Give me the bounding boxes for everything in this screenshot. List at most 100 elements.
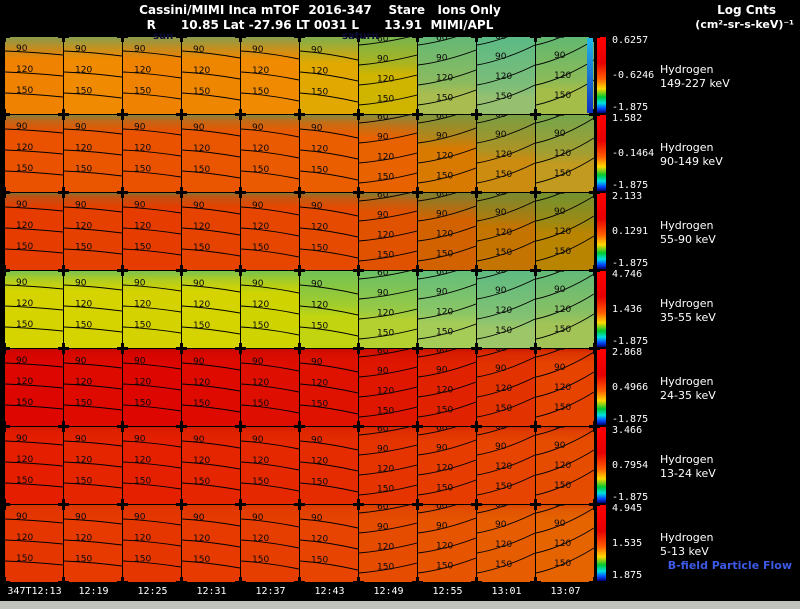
colorbar bbox=[597, 349, 606, 425]
energy-range-label: 24-35 keV bbox=[660, 389, 716, 402]
contour-angle-label: 90 bbox=[193, 45, 205, 55]
grid-corner-cross-marker bbox=[235, 499, 246, 510]
contour-angle-label: 120 bbox=[377, 153, 394, 163]
scale-mid-label: 1.436 bbox=[612, 304, 643, 315]
contour-angle-label: 120 bbox=[193, 456, 210, 466]
scale-min-label: -1.875 bbox=[612, 414, 649, 425]
contour-angle-label: 90 bbox=[311, 123, 323, 133]
heatmap-panel: 90 120 150 bbox=[182, 349, 240, 426]
pitch-angle-contours: 60 90 120 150 bbox=[359, 271, 417, 340]
time-axis-label: 13:01 bbox=[491, 586, 522, 597]
heatmap-panel: 60 90 120 150 bbox=[359, 505, 417, 582]
heatmap-panel: 60 90 120 150 bbox=[536, 37, 594, 114]
contour-angle-label: 60 bbox=[554, 115, 566, 119]
contour-angle-label: 120 bbox=[16, 221, 33, 231]
grid-corner-cross-marker bbox=[117, 31, 128, 42]
colorbar bbox=[597, 115, 606, 191]
grid-corner-cross-marker bbox=[589, 343, 600, 354]
pitch-angle-contours: 90 120 150 bbox=[123, 123, 181, 178]
time-axis-label: 12:31 bbox=[196, 586, 227, 597]
pitch-angle-contours: 60 90 120 150 bbox=[359, 193, 417, 262]
pitch-angle-contours: 90 120 150 bbox=[64, 122, 122, 177]
grid-corner-cross-marker bbox=[235, 187, 246, 198]
contour-angle-label: 90 bbox=[377, 211, 389, 221]
contour-angle-label: 120 bbox=[495, 150, 512, 160]
grid-corner-cross-marker bbox=[589, 109, 600, 120]
contour-angle-label: 90 bbox=[436, 365, 448, 375]
contour-angle-label: 90 bbox=[554, 285, 566, 295]
contour-angle-label: 120 bbox=[252, 378, 269, 388]
grid-corner-cross-marker bbox=[589, 499, 600, 510]
heatmap-panel: 90 120 150 bbox=[123, 349, 181, 426]
heatmap-panel: 60 90 120 150 bbox=[418, 37, 476, 114]
contour-angle-label: 150 bbox=[252, 399, 269, 409]
grid-corner-cross-marker bbox=[471, 187, 482, 198]
bfield-particle-flow-label: B-field Particle Flow bbox=[667, 559, 792, 572]
heatmap-panel: 60 90 120 150 bbox=[359, 349, 417, 426]
heatmap-panel: 90 120 150 bbox=[182, 427, 240, 504]
heatmap-panel: 90 120 150 bbox=[182, 505, 240, 582]
scale-max-label: 4.945 bbox=[612, 503, 643, 514]
species-name-label: Hydrogen bbox=[660, 375, 714, 388]
pitch-angle-contours: 60 90 120 150 bbox=[477, 37, 535, 106]
contour-angle-label: 60 bbox=[554, 271, 566, 275]
contour-angle-label: 120 bbox=[311, 534, 328, 544]
data-edge-strip bbox=[587, 38, 593, 113]
pitch-angle-contours: 90 120 150 bbox=[123, 357, 181, 412]
contour-angle-label: 120 bbox=[554, 305, 571, 315]
scale-min-label: -1.875 bbox=[612, 492, 649, 503]
contour-angle-label: 120 bbox=[252, 144, 269, 154]
contour-angle-label: 90 bbox=[16, 122, 28, 132]
contour-angle-label: 150 bbox=[134, 555, 151, 565]
species-name-label: Hydrogen bbox=[660, 297, 714, 310]
contour-angle-label: 150 bbox=[495, 92, 512, 102]
contour-angle-label: 120 bbox=[436, 541, 453, 551]
scale-mid-label: -0.1464 bbox=[612, 148, 655, 159]
colorbar bbox=[597, 427, 606, 503]
grid-corner-cross-marker bbox=[117, 187, 128, 198]
scale-min-label: -1.875 bbox=[612, 102, 649, 113]
contour-angle-label: 90 bbox=[436, 287, 448, 297]
grid-corner-cross-marker bbox=[471, 265, 482, 276]
contour-angle-label: 90 bbox=[436, 131, 448, 141]
scale-max-label: 4.746 bbox=[612, 269, 643, 280]
heatmap-panel: 60 90 120 150 bbox=[359, 193, 417, 270]
heatmap-panel: 90 120 150 bbox=[241, 115, 299, 192]
pitch-angle-contours: 90 120 150 bbox=[5, 200, 63, 254]
pitch-angle-contours: 60 90 120 150 bbox=[418, 427, 476, 496]
contour-angle-label: 150 bbox=[252, 477, 269, 487]
grid-corner-cross-marker bbox=[412, 577, 423, 588]
contour-angle-label: 90 bbox=[377, 55, 389, 65]
grid-corner-cross-marker bbox=[117, 109, 128, 120]
contour-angle-label: 60 bbox=[436, 349, 448, 355]
heatmap-panel: 90 120 150 bbox=[182, 115, 240, 192]
pitch-angle-contours: 90 120 150 bbox=[5, 278, 63, 332]
contour-angle-label: 90 bbox=[311, 513, 323, 523]
heatmap-panel: 90 120 150 bbox=[300, 427, 358, 504]
contour-angle-label: 90 bbox=[554, 441, 566, 451]
contour-angle-label: 120 bbox=[16, 299, 33, 309]
heatmap-panel: 90 120 150 bbox=[123, 427, 181, 504]
pitch-angle-contours: 90 120 150 bbox=[300, 513, 358, 571]
contour-angle-label: 120 bbox=[554, 71, 571, 81]
heatmap-panel: 90 120 150 bbox=[123, 37, 181, 114]
grid-corner-cross-marker bbox=[412, 343, 423, 354]
pitch-angle-contours: 90 120 150 bbox=[241, 201, 299, 258]
contour-angle-label: 120 bbox=[134, 378, 151, 388]
species-name-label: Hydrogen bbox=[660, 531, 714, 544]
contour-angle-label: 150 bbox=[75, 86, 92, 96]
pitch-angle-contours: 90 120 150 bbox=[5, 356, 63, 410]
grid-corner-cross-marker bbox=[471, 109, 482, 120]
contour-angle-label: 90 bbox=[16, 44, 28, 54]
heatmap-panel: 90 120 150 bbox=[182, 193, 240, 270]
contour-angle-label: 90 bbox=[134, 45, 146, 55]
contour-angle-label: 60 bbox=[377, 37, 389, 45]
contour-angle-label: 120 bbox=[554, 149, 571, 159]
contour-angle-label: 150 bbox=[554, 169, 571, 179]
contour-angle-label: 90 bbox=[436, 209, 448, 219]
contour-angle-label: 150 bbox=[75, 320, 92, 330]
contour-angle-label: 150 bbox=[134, 321, 151, 331]
energy-range-label: 90-149 keV bbox=[660, 155, 723, 168]
grid-corner-cross-marker bbox=[176, 421, 187, 432]
contour-angle-label: 120 bbox=[16, 377, 33, 387]
